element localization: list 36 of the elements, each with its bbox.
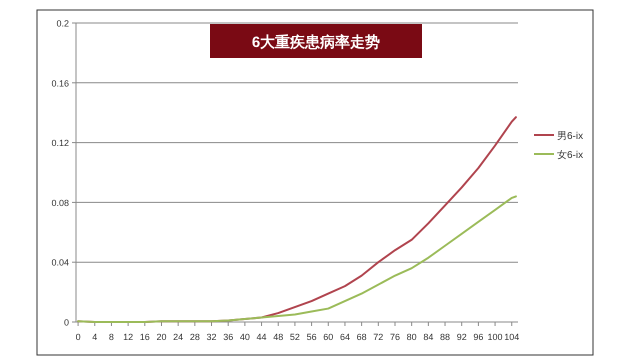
x-tick-label: 32	[206, 332, 217, 342]
x-tick-label: 12	[123, 332, 134, 342]
x-tick-label: 52	[290, 332, 300, 342]
x-tick-label: 80	[406, 332, 417, 342]
x-tick-label: 4	[92, 332, 98, 342]
x-tick-label: 28	[190, 332, 200, 342]
y-tick-label: 0	[64, 318, 69, 328]
y-tick-label: 0.12	[51, 138, 69, 148]
x-tick-label: 92	[456, 332, 467, 342]
x-tick-label: 48	[273, 332, 284, 342]
x-tick-label: 16	[140, 332, 150, 342]
x-tick-label: 44	[256, 332, 267, 342]
x-tick-label: 24	[173, 332, 184, 342]
x-tick-label: 56	[306, 332, 317, 342]
x-tick-label: 20	[156, 332, 166, 342]
y-tick-label: 0.16	[51, 78, 69, 88]
x-tick-label: 84	[423, 332, 434, 342]
x-tick-label: 40	[240, 332, 250, 342]
text: 6大重疾患病率走势	[252, 33, 380, 51]
y-tick-label: 0.2	[56, 18, 69, 28]
y-tick-label: 0.08	[51, 198, 69, 208]
legend-label: 男6-ix	[557, 131, 584, 142]
x-tick-label: 64	[340, 332, 350, 342]
x-tick-label: 104	[504, 332, 520, 342]
x-tick-label: 72	[373, 332, 384, 342]
x-tick-label: 36	[223, 332, 234, 342]
x-tick-label: 0	[76, 332, 81, 342]
legend-label: 女6-ix	[557, 149, 584, 161]
x-tick-label: 88	[440, 332, 450, 342]
y-tick-label: 0.04	[51, 258, 69, 268]
x-tick-label: 100	[488, 332, 503, 342]
x-tick-label: 60	[323, 332, 334, 342]
x-tick-label: 68	[356, 332, 367, 342]
x-tick-label: 76	[390, 332, 400, 342]
x-tick-label: 8	[108, 332, 114, 342]
x-tick-label: 96	[473, 332, 484, 342]
